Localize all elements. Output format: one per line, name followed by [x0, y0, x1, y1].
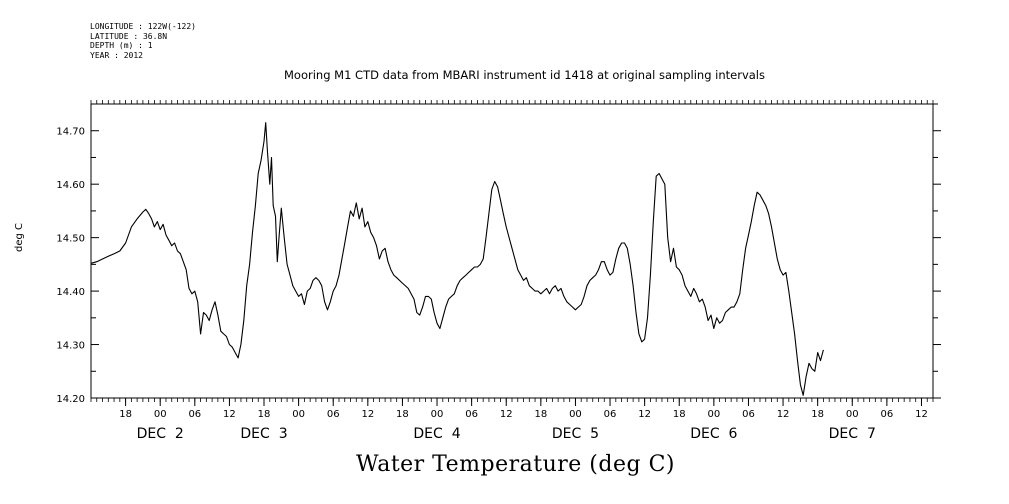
y-tick-label: 14.50 [56, 234, 85, 245]
x-day-label: DEC 2 [137, 426, 184, 442]
x-tick-label: 00 [707, 409, 720, 420]
x-tick-label: 06 [188, 409, 201, 420]
y-tick-label: 14.40 [56, 287, 85, 298]
x-tick-label: 12 [361, 409, 374, 420]
longitude-label: LONGITUDE : 122W(-122) [90, 22, 196, 31]
y-tick-label: 14.60 [56, 180, 85, 191]
x-tick-label: 18 [258, 409, 271, 420]
x-tick-label: 06 [742, 409, 755, 420]
series-line [90, 122, 824, 396]
x-tick-label: 12 [777, 409, 790, 420]
y-tick-label: 14.20 [56, 394, 85, 405]
x-tick-label: 06 [880, 409, 893, 420]
x-tick-label: 18 [534, 409, 547, 420]
x-day-label: DEC 3 [240, 426, 287, 442]
x-day-label: DEC 5 [552, 426, 599, 442]
x-tick-label: 00 [846, 409, 859, 420]
x-day-label: DEC 7 [829, 426, 876, 442]
latitude-label: LATITUDE : 36.8N [90, 31, 168, 41]
x-tick-label: 18 [811, 409, 824, 420]
x-tick-label: 18 [119, 409, 132, 420]
metadata-block: LONGITUDE : 122W(-122) LATITUDE : 36.8N … [90, 22, 196, 60]
x-axis-label: Water Temperature (deg C) [356, 452, 675, 477]
x-tick-label: 12 [915, 409, 928, 420]
x-tick-label: 18 [396, 409, 409, 420]
x-tick-label: 06 [465, 409, 478, 420]
x-tick-label: 12 [638, 409, 651, 420]
x-tick-label: 06 [327, 409, 340, 420]
x-day-label: DEC 6 [690, 426, 737, 442]
y-tick-label: 14.70 [56, 127, 85, 138]
x-tick-label: 00 [431, 409, 444, 420]
x-tick-label: 00 [292, 409, 305, 420]
depth-label: DEPTH (m) : 1 [90, 41, 153, 50]
x-tick-label: 06 [604, 409, 617, 420]
y-tick-label: 14.30 [56, 341, 85, 352]
x-day-label: DEC 4 [413, 426, 460, 442]
chart-title: Mooring M1 CTD data from MBARI instrumen… [284, 68, 765, 82]
x-tick-label: 18 [673, 409, 686, 420]
x-tick-label: 00 [154, 409, 167, 420]
year-label: YEAR : 2012 [90, 50, 143, 60]
plot-frame [90, 103, 934, 399]
x-tick-label: 12 [500, 409, 513, 420]
x-tick-label: 00 [569, 409, 582, 420]
x-tick-label: 12 [223, 409, 236, 420]
